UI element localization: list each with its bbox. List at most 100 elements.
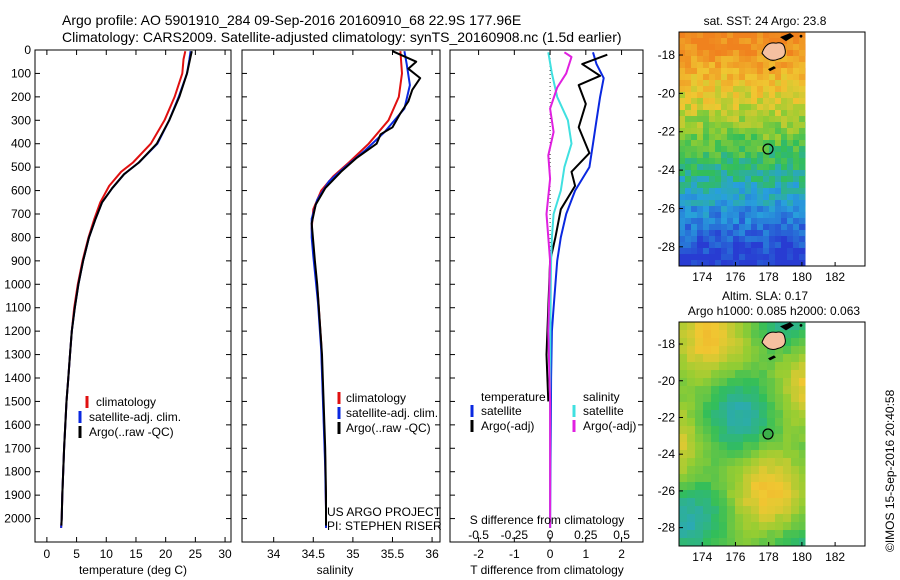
heatmap-cell [721,248,728,255]
heatmap-cell [697,98,704,105]
heatmap-cell [679,170,686,177]
heatmap-cell [679,418,688,427]
heatmap-cell [783,458,792,467]
heatmap-cell [763,218,770,225]
heatmap-cell [695,330,704,339]
heatmap-cell [791,442,800,451]
heatmap-cell [799,206,806,213]
heatmap-cell [703,538,712,547]
heatmap-cell [763,230,770,237]
heatmap-cell [721,62,728,69]
heatmap-cell [781,200,788,207]
y-tick-label: 1000 [4,277,31,291]
heatmap-cell [751,200,758,207]
heatmap-cell [751,338,760,347]
heatmap-cell [791,522,800,531]
heatmap-cell [781,170,788,177]
heatmap-cell [703,370,712,379]
heatmap-cell [775,538,784,547]
legend-label-argo: Argo(..raw -QC) [89,425,174,439]
heatmap-cell [691,62,698,69]
heatmap-cell [703,402,712,411]
heatmap-cell [721,158,728,165]
heatmap-cell [709,110,716,117]
heatmap-cell [805,68,806,75]
heatmap-cell [719,466,728,475]
heatmap-cell [719,442,728,451]
heatmap-cell [799,346,806,355]
heatmap-cell [799,68,806,75]
heatmap-cell [739,236,746,243]
heatmap-cell [769,182,776,189]
heatmap-cell [751,56,758,63]
heatmap-cell [757,224,764,231]
heatmap-cell [733,206,740,213]
heatmap-cell [775,426,784,435]
heatmap-cell [759,426,768,435]
heatmap-cell [721,200,728,207]
heatmap-cell [767,482,776,491]
heatmap-cell [783,530,792,539]
heatmap-cell [727,330,736,339]
heatmap-cell [757,122,764,129]
heatmap-cell [711,466,720,475]
heatmap-cell [715,140,722,147]
heatmap-cell [799,362,806,371]
heatmap-cell [727,68,734,75]
heatmap-cell [735,530,744,539]
heatmap-cell [721,140,728,147]
heatmap-cell [715,182,722,189]
heatmap-cell [787,176,794,183]
heatmap-cell [711,506,720,515]
heatmap-cell [727,260,734,267]
heatmap-cell [711,514,720,523]
heatmap-cell [735,450,744,459]
s-tick-label: -0.25 [501,528,529,542]
heatmap-cell [805,134,806,141]
heatmap-cell [751,450,760,459]
heatmap-cell [721,188,728,195]
heatmap-cell [685,104,692,111]
imos-timestamp: ©IMOS 15-Sep-2016 20:40:58 [883,389,897,552]
x-tick-label: 5 [73,547,80,561]
heatmap-cell [711,354,720,363]
heatmap-cell [769,98,776,105]
heatmap-cell [787,122,794,129]
heatmap-cell [719,402,728,411]
heatmap-cell [781,104,788,111]
heatmap-cell [781,224,788,231]
x-tick-label: 34 [267,547,281,561]
heatmap-cell [757,68,764,75]
heatmap-cell [721,32,728,39]
heatmap-cell [745,44,752,51]
heatmap-cell [745,242,752,249]
heatmap-cell [769,134,776,141]
heatmap-cell [687,330,696,339]
heatmap-cell [697,206,704,213]
heatmap-cell [745,224,752,231]
land-islet [780,33,794,42]
heatmap-cell [703,128,710,135]
heatmap-cell [687,354,696,363]
heatmap-cell [799,354,806,363]
heatmap-cell [679,538,688,547]
heatmap-cell [769,164,776,171]
heatmap-cell [709,260,716,267]
heatmap-cell [687,538,696,547]
heatmap-cell [763,38,770,45]
heatmap-cell [775,68,782,75]
heatmap-cell [781,206,788,213]
heatmap-cell [711,362,720,371]
heatmap-cell [715,200,722,207]
heatmap-cell [735,346,744,355]
heatmap-cell [727,410,736,419]
heatmap-cell [735,418,744,427]
heatmap-cell [793,194,800,201]
heatmap-cell [787,104,794,111]
heatmap-cell [721,74,728,81]
heatmap-cell [735,378,744,387]
heatmap-cell [769,122,776,129]
heatmap-cell [757,56,764,63]
heatmap-cell [703,450,712,459]
heatmap-cell [787,206,794,213]
